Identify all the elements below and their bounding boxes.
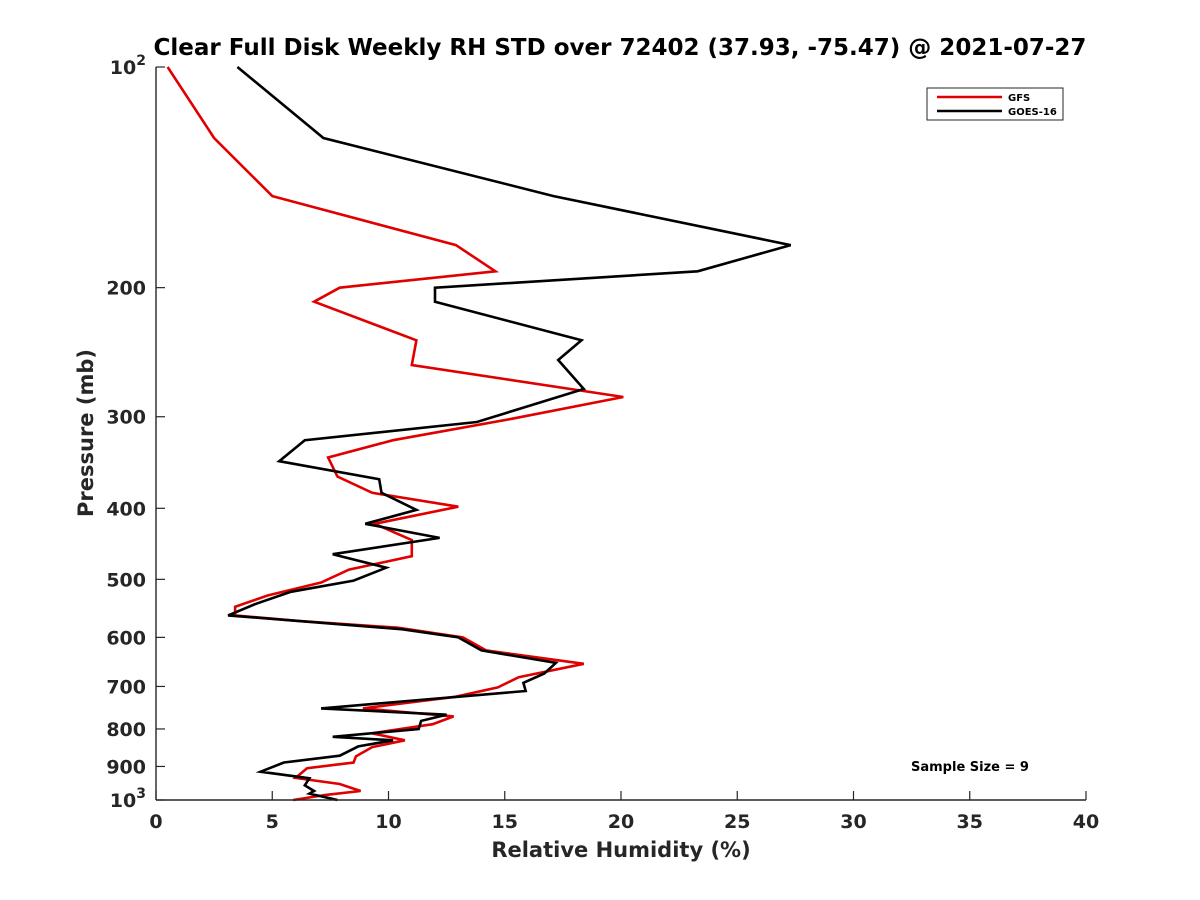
legend-label-goes16: GOES-16 [1008, 107, 1057, 118]
y-tick-label: 900 [106, 756, 146, 778]
x-ticks: 0 5 10 15 20 25 30 35 40 [149, 791, 1099, 833]
x-tick-label: 0 [149, 811, 162, 833]
x-tick-label: 35 [957, 811, 983, 833]
x-tick-label: 30 [840, 811, 866, 833]
y-tick-label: 102 [110, 53, 146, 79]
y-tick-label: 500 [106, 569, 146, 591]
y-tick-label: 200 [106, 278, 146, 300]
x-tick-label: 40 [1073, 811, 1099, 833]
y-tick-label: 800 [106, 719, 146, 741]
x-tick-label: 10 [375, 811, 401, 833]
y-tick-label: 400 [106, 498, 146, 520]
x-axis-title: Relative Humidity (%) [491, 838, 750, 862]
y-tick-label: 600 [106, 627, 146, 649]
chart-title: Clear Full Disk Weekly RH STD over 72402… [154, 35, 1087, 61]
y-tick-label: 103 [110, 786, 146, 812]
legend-label-gfs: GFS [1008, 93, 1030, 104]
series-layer [166, 65, 792, 802]
x-tick-label: 25 [724, 811, 750, 833]
y-ticks: 102 200 300 400 500 600 700 800 900 103 [106, 53, 165, 812]
legend-box [926, 87, 1064, 121]
x-tick-label: 15 [492, 811, 518, 833]
plot-area [156, 67, 1086, 800]
y-tick-label: 700 [106, 676, 146, 698]
sample-size-annotation: Sample Size = 9 [911, 760, 1029, 775]
x-tick-label: 5 [266, 811, 279, 833]
y-axis-title: Pressure (mb) [74, 349, 98, 517]
series-line-goes16 [227, 65, 792, 802]
x-tick-label: 20 [608, 811, 634, 833]
y-tick-label: 300 [106, 407, 146, 429]
legend: GFS GOES-16 [926, 87, 1064, 121]
